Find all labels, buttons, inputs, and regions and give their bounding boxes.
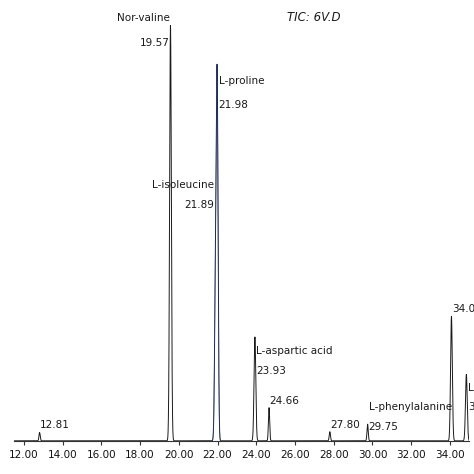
Text: Nor-valine: Nor-valine bbox=[117, 13, 170, 23]
Text: 24.66: 24.66 bbox=[270, 395, 300, 406]
Text: 21.89: 21.89 bbox=[184, 200, 214, 210]
Text: 19.57: 19.57 bbox=[140, 38, 170, 48]
Text: 27.80: 27.80 bbox=[330, 419, 360, 429]
Text: L-: L- bbox=[468, 383, 474, 393]
Text: 23.93: 23.93 bbox=[256, 366, 286, 376]
Text: 34.08: 34.08 bbox=[452, 304, 474, 314]
Text: L-phenylalanine: L-phenylalanine bbox=[369, 402, 452, 412]
Text: 21.98: 21.98 bbox=[219, 100, 248, 110]
Text: TIC: 6V.D: TIC: 6V.D bbox=[287, 11, 341, 24]
Text: 3: 3 bbox=[468, 402, 474, 412]
Text: L-proline: L-proline bbox=[219, 76, 264, 86]
Text: 29.75: 29.75 bbox=[369, 422, 399, 432]
Text: 12.81: 12.81 bbox=[40, 420, 70, 430]
Text: L-aspartic acid: L-aspartic acid bbox=[256, 346, 332, 356]
Text: L-isoleucine: L-isoleucine bbox=[153, 180, 214, 190]
